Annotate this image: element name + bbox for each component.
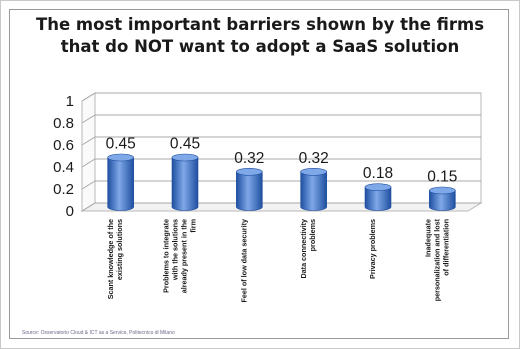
category-label: Inadequate personalization and lost of dif… xyxy=(423,218,450,301)
category-label-line: already present in the xyxy=(180,219,189,293)
bar xyxy=(429,190,456,211)
data-label: 0.18 xyxy=(363,165,393,182)
category-label-line: firm xyxy=(189,219,198,233)
category-label-line: Inadequate xyxy=(423,219,432,257)
chart-title: The most important barriers shown by the… xyxy=(20,14,500,58)
data-label: 0.32 xyxy=(299,150,329,167)
y-tick-label: 0 xyxy=(66,203,74,220)
data-label: 0.45 xyxy=(106,136,136,153)
gridline xyxy=(81,180,481,190)
y-tick-label: 0.8 xyxy=(53,115,74,132)
data-label: 0.32 xyxy=(234,150,264,167)
gridline xyxy=(81,202,481,212)
gridline xyxy=(81,114,481,124)
category-label-line: Privacy problems xyxy=(368,219,377,279)
chart-title-line-2: that do NOT want to adopt a SaaS solutio… xyxy=(60,37,460,56)
bar-top xyxy=(300,168,327,176)
category-label-line: Problems to integrate xyxy=(162,219,171,293)
gridline xyxy=(81,92,481,102)
category-label-line: Feel of low data security xyxy=(239,219,248,302)
bar-top xyxy=(107,153,134,162)
bar xyxy=(300,171,327,211)
data-label: 0.15 xyxy=(427,169,457,186)
side-wall xyxy=(81,92,96,212)
category-label-line: Scant knowledge of the xyxy=(106,219,115,299)
bar-top xyxy=(429,186,456,195)
category-label-line: problems xyxy=(308,219,317,251)
bar xyxy=(171,157,199,211)
category-label-line: existing solutions xyxy=(115,219,124,280)
gridline xyxy=(81,136,481,146)
category-label: Scant knowledge of the existing solutions xyxy=(106,219,124,299)
category-label-line: with the solutions xyxy=(171,219,180,281)
category-label-line: personalization and lost xyxy=(432,218,441,301)
bar xyxy=(107,157,134,211)
back-wall xyxy=(94,92,482,204)
category-label: Problems to integrate with the solutions a… xyxy=(162,219,198,293)
y-tick-label: 0.6 xyxy=(53,137,74,154)
data-label: 0.45 xyxy=(170,136,200,153)
y-tick-label: 0.2 xyxy=(53,181,74,198)
category-label: Data connectivity problems xyxy=(299,219,317,279)
category-label: Privacy problems xyxy=(368,219,377,279)
category-label-line: of differentiation xyxy=(441,219,450,276)
bar xyxy=(236,171,263,211)
source-note: Source: Osservatorio Cloud & ICT as a Se… xyxy=(22,330,175,336)
category-label-line: Data connectivity xyxy=(299,219,308,279)
bar xyxy=(364,186,392,211)
category-label: Feel of low data security xyxy=(239,219,248,302)
floor xyxy=(80,202,483,212)
bar-top xyxy=(171,153,199,162)
y-tick-label: 0.4 xyxy=(53,159,74,176)
chart-title-line-1: The most important barriers shown by the… xyxy=(35,15,485,34)
bar-top xyxy=(236,168,263,176)
gridline xyxy=(81,158,481,168)
y-tick-label: 1 xyxy=(66,93,74,110)
bar-top xyxy=(364,183,392,191)
